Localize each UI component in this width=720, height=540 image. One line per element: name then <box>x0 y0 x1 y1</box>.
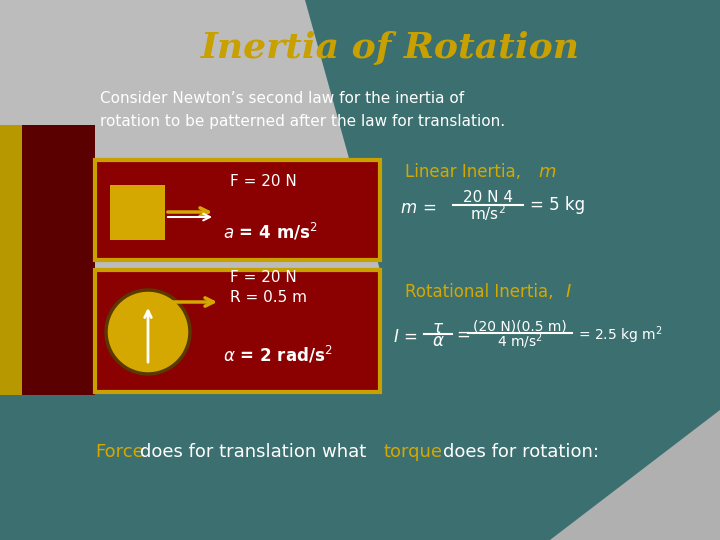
Text: Rotational Inertia,: Rotational Inertia, <box>405 283 559 301</box>
Bar <box>95 160 380 260</box>
Text: $\alpha$: $\alpha$ <box>432 332 444 350</box>
Text: = 2.5 kg m$^2$: = 2.5 kg m$^2$ <box>578 324 662 346</box>
Text: Force: Force <box>95 443 144 461</box>
Text: $\alpha$ = 2 rad/s$^{\mathsf{2}}$: $\alpha$ = 2 rad/s$^{\mathsf{2}}$ <box>223 345 333 366</box>
Text: 4 m/s$^2$: 4 m/s$^2$ <box>497 331 543 351</box>
Text: $I$: $I$ <box>565 283 572 301</box>
Bar <box>0 125 22 395</box>
Bar <box>95 270 380 392</box>
Text: = 5 kg: = 5 kg <box>530 196 585 214</box>
Polygon shape <box>550 410 720 540</box>
Circle shape <box>106 290 190 374</box>
Text: (20 N)(0.5 m): (20 N)(0.5 m) <box>473 319 567 333</box>
Bar <box>0 125 95 395</box>
Text: $I\,=$: $I\,=$ <box>393 328 418 346</box>
Text: Consider Newton’s second law for the inertia of
rotation to be patterned after t: Consider Newton’s second law for the ine… <box>100 91 505 129</box>
Text: does for rotation:: does for rotation: <box>443 443 599 461</box>
Text: $m$: $m$ <box>538 163 557 181</box>
Polygon shape <box>0 0 380 270</box>
Text: F = 20 N: F = 20 N <box>230 174 297 190</box>
Text: does for translation what: does for translation what <box>140 443 366 461</box>
Text: $\tau$: $\tau$ <box>432 319 444 337</box>
Text: Linear Inertia,: Linear Inertia, <box>405 163 526 181</box>
Text: m/s$^2$: m/s$^2$ <box>470 203 506 223</box>
Text: =: = <box>456 326 470 344</box>
Text: Inertia of Rotation: Inertia of Rotation <box>200 31 580 65</box>
Text: F = 20 N: F = 20 N <box>230 269 297 285</box>
Text: 20 N 4: 20 N 4 <box>463 191 513 206</box>
Text: $m\,=$: $m\,=$ <box>400 199 436 217</box>
Bar <box>110 185 165 240</box>
Text: R = 0.5 m: R = 0.5 m <box>230 289 307 305</box>
Text: $a$ = 4 m/s$^{\mathsf{2}}$: $a$ = 4 m/s$^{\mathsf{2}}$ <box>223 221 318 242</box>
Text: torque: torque <box>383 443 442 461</box>
